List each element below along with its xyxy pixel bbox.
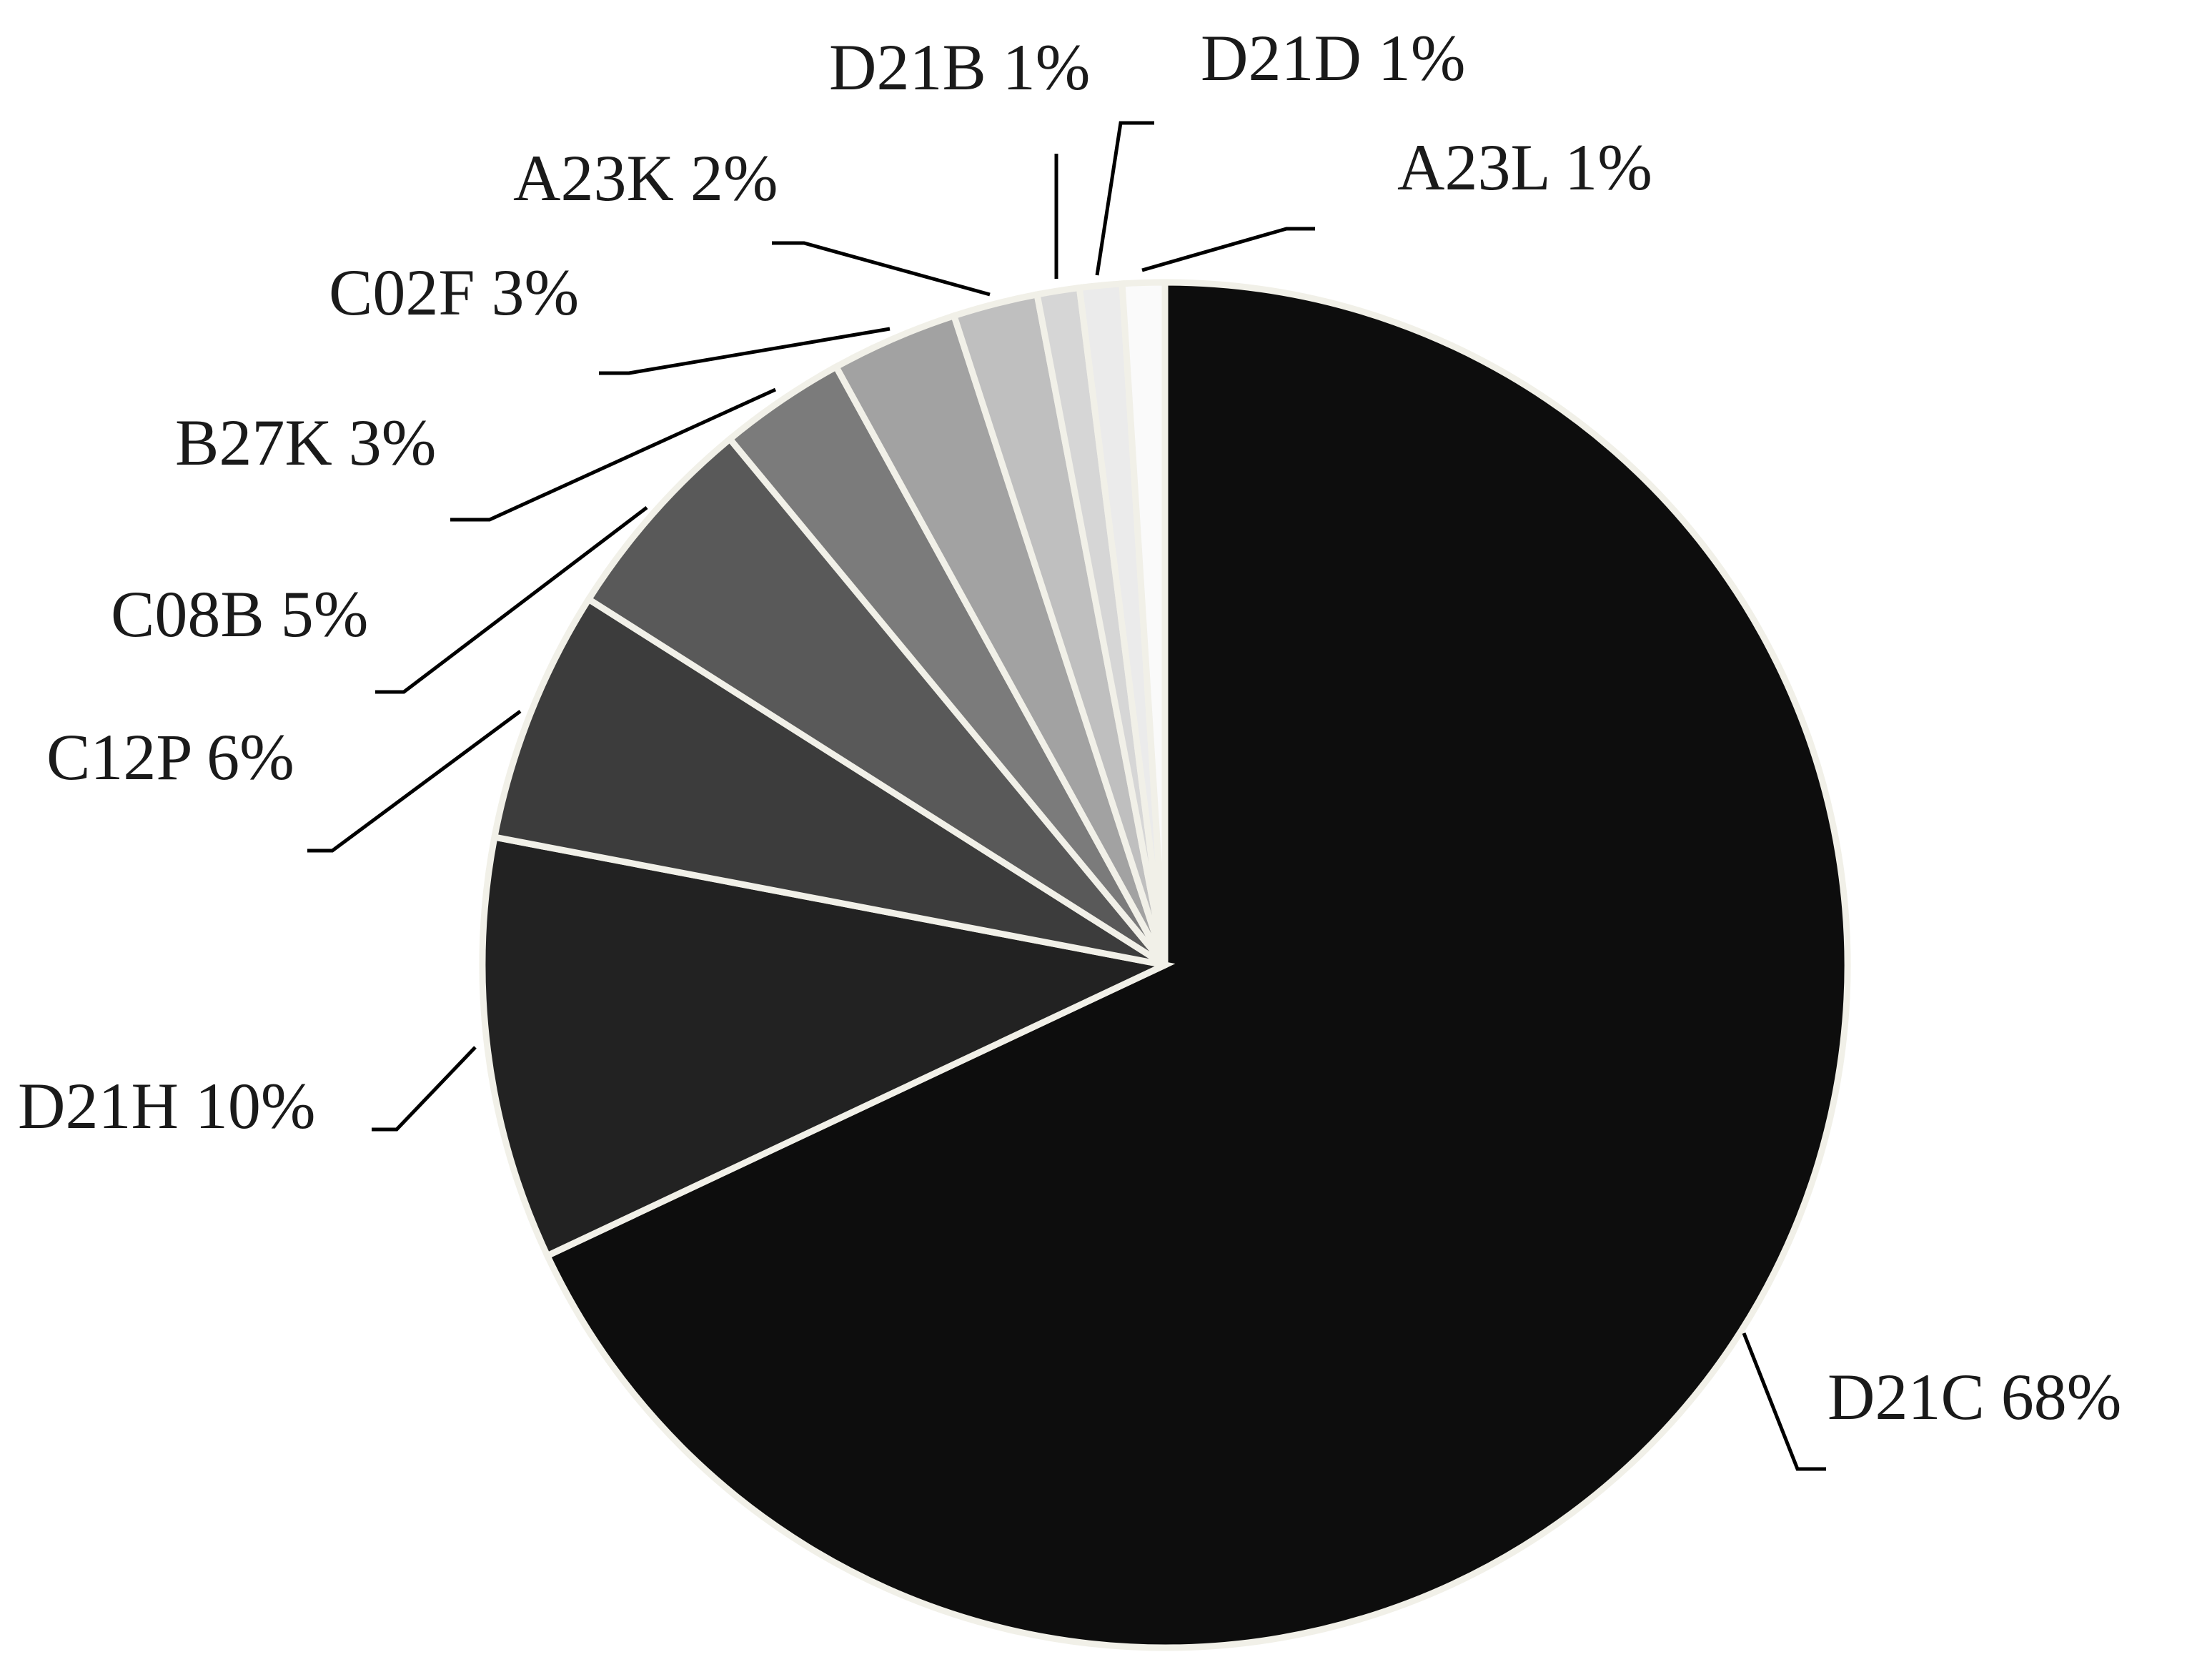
pie-slice-d21h xyxy=(479,833,1176,1260)
pie-slice-a23l xyxy=(1119,279,1169,966)
label-c02f: C02F 3% xyxy=(329,256,579,329)
label-d21b: D21B 1% xyxy=(829,31,1090,104)
pie-slice-c08b xyxy=(584,434,1168,968)
leader-line-c12p xyxy=(307,709,522,853)
label-a23l: A23L 1% xyxy=(1397,131,1652,204)
leader-lines xyxy=(307,121,1826,1471)
leader-line-a23k xyxy=(772,241,991,297)
pie-slice-c12p xyxy=(490,595,1167,969)
pie-slice-d21c xyxy=(542,279,1851,1651)
label-a23k: A23K 2% xyxy=(513,142,778,214)
label-d21h: D21H 10% xyxy=(18,1069,316,1142)
leader-line-d21c xyxy=(1742,1332,1826,1471)
label-c08b: C08B 5% xyxy=(111,578,368,651)
pie-slices xyxy=(479,279,1851,1651)
leader-line-d21h xyxy=(372,1046,477,1132)
leader-line-a23l xyxy=(1141,227,1315,272)
leader-line-c02f xyxy=(599,327,891,375)
leader-line-d21d xyxy=(1095,121,1154,276)
leader-line-b27k xyxy=(450,387,777,522)
leader-line-c08b xyxy=(375,506,648,694)
label-d21d: D21D 1% xyxy=(1201,21,1466,94)
label-c12p: C12P 6% xyxy=(46,721,294,793)
label-d21c: D21C 68% xyxy=(1827,1360,2121,1433)
label-b27k: B27K 3% xyxy=(175,406,436,479)
data-labels: D21C 68% D21H 10% C12P 6% C08B 5% B27K 3… xyxy=(18,21,2121,1433)
